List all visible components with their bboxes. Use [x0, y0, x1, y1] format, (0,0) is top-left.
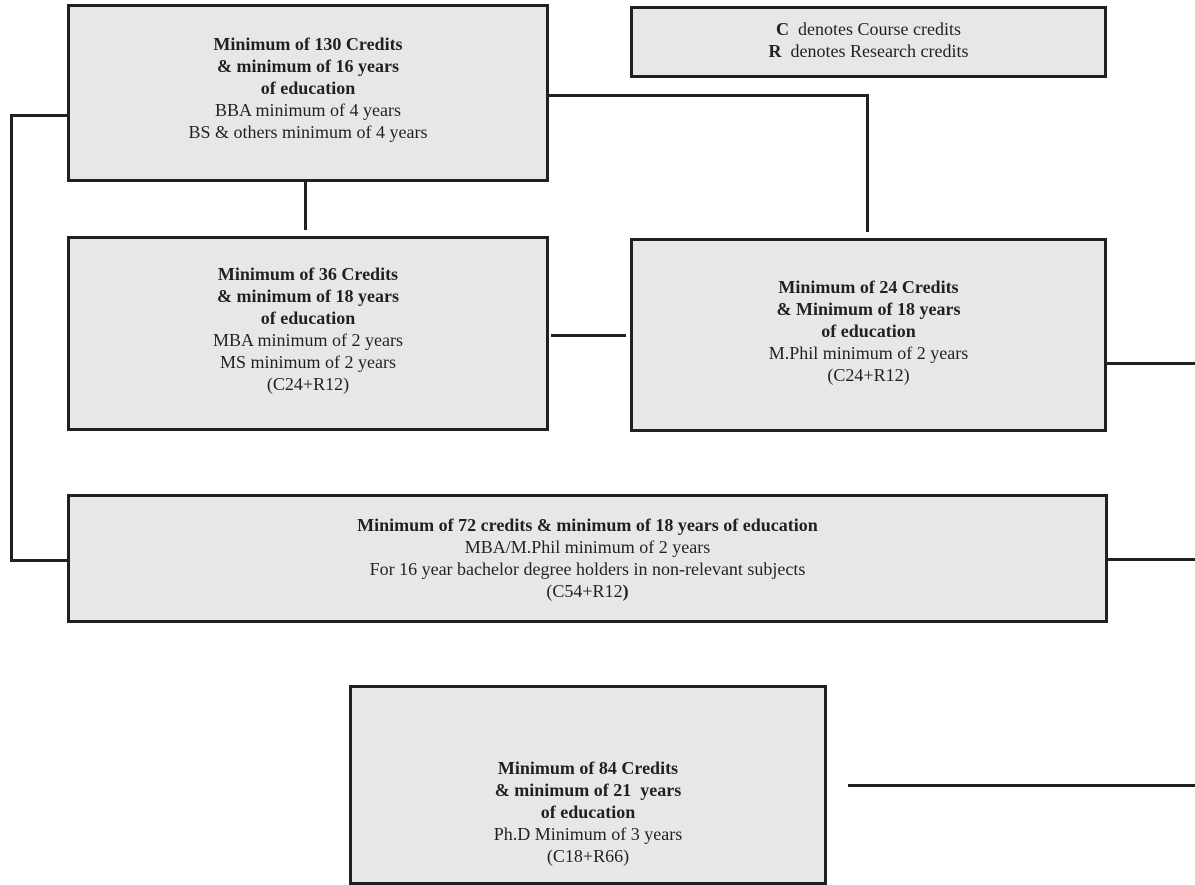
box-72-split-close: ): [622, 581, 629, 601]
connector-130-right-horizontal: [549, 94, 869, 97]
box-130-years: & minimum of 16 years: [217, 56, 399, 76]
box-130-credits: Minimum of 130 Credits & minimum of 16 y…: [67, 4, 549, 182]
connector-130-to-24-vertical: [866, 94, 869, 232]
box-36-education: of education: [260, 308, 356, 328]
box-72-eligibility: For 16 year bachelor degree holders in n…: [369, 559, 806, 579]
box-72-split-row: (C54+R12): [70, 580, 1105, 602]
box-84-years: & minimum of 21 years: [494, 780, 682, 800]
legend-course-key: C: [776, 19, 790, 39]
box-36-split: (C24+R12): [266, 374, 350, 394]
connector-84-right-line: [848, 784, 1195, 787]
box-130-bs: BS & others minimum of 4 years: [188, 122, 428, 142]
box-24-split: (C24+R12): [827, 365, 910, 385]
connector-130-to-36: [304, 182, 307, 230]
box-72-title: Minimum of 72 credits & minimum of 18 ye…: [357, 515, 818, 535]
connector-36-to-24: [551, 334, 626, 337]
box-36-title: Minimum of 36 Credits: [217, 264, 399, 284]
box-130-bba: BBA minimum of 4 years: [215, 100, 401, 120]
connector-left-bottom-horizontal: [10, 559, 67, 562]
connector-72-right-stub: [1108, 558, 1195, 561]
box-84-title: Minimum of 84 Credits: [497, 758, 679, 778]
legend-course-row: C denotes Course credits: [633, 18, 1104, 40]
box-130-title: Minimum of 130 Credits: [213, 34, 403, 54]
connector-24-right-stub: [1107, 362, 1195, 365]
box-36-credits: Minimum of 36 Credits & minimum of 18 ye…: [67, 236, 549, 431]
box-24-years: & Minimum of 18 years: [776, 299, 961, 319]
box-72-split: (C54+R12: [546, 581, 623, 601]
connector-left-vertical: [10, 114, 13, 562]
box-36-ms: MS minimum of 2 years: [220, 352, 396, 372]
box-24-mphil: M.Phil minimum of 2 years: [768, 343, 969, 363]
box-24-title: Minimum of 24 Credits: [778, 277, 959, 297]
box-24-credits: Minimum of 24 Credits & Minimum of 18 ye…: [630, 238, 1107, 432]
box-84-split: (C18+R66): [546, 846, 630, 866]
box-72-program: MBA/M.Phil minimum of 2 years: [464, 537, 711, 557]
box-84-phd: Ph.D Minimum of 3 years: [493, 824, 683, 844]
legend-course-text: denotes Course credits: [798, 19, 961, 39]
box-36-mba: MBA minimum of 2 years: [213, 330, 403, 350]
box-84-education: of education: [540, 802, 636, 822]
legend-box: C denotes Course credits R denotes Resea…: [630, 6, 1107, 78]
box-84-credits: Minimum of 84 Credits & minimum of 21 ye…: [349, 685, 827, 885]
legend-research-text: denotes Research credits: [790, 41, 969, 61]
legend-research-row: R denotes Research credits: [633, 40, 1104, 62]
box-36-years: & minimum of 18 years: [217, 286, 399, 306]
box-72-credits: Minimum of 72 credits & minimum of 18 ye…: [67, 494, 1108, 623]
box-130-education: of education: [260, 78, 356, 98]
connector-left-top-horizontal: [10, 114, 67, 117]
box-24-education: of education: [821, 321, 916, 341]
legend-research-key: R: [768, 41, 782, 61]
